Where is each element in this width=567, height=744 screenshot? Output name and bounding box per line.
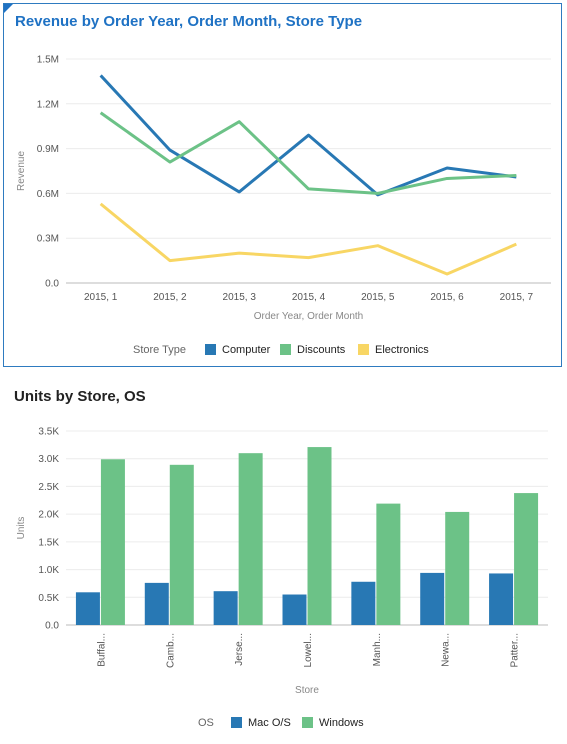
x-tick-label: Manh...	[372, 633, 383, 666]
y-tick-label: 2.0K	[38, 510, 59, 521]
bar-macos	[351, 581, 376, 625]
y-tick-label: 0.3M	[37, 234, 59, 245]
y-tick-label: 0.0	[45, 621, 59, 632]
legend-swatch	[302, 717, 313, 728]
x-tick-label: 2015, 3	[223, 292, 257, 303]
x-tick-label: Jerse...	[234, 633, 245, 666]
y-tick-label: 3.5K	[38, 427, 59, 438]
bar-macos	[75, 592, 100, 625]
y-axis-title: Units	[16, 517, 27, 540]
y-axis-title: Revenue	[16, 151, 27, 191]
y-tick-label: 0.9M	[37, 144, 59, 155]
legend-label: Electronics	[375, 344, 429, 356]
revenue-chart-title: Revenue by Order Year, Order Month, Stor…	[15, 13, 363, 30]
bar-windows	[376, 503, 401, 625]
legend-swatch	[280, 344, 291, 355]
series-line-discounts	[99, 111, 517, 195]
panel-corner-marker	[4, 4, 13, 13]
y-tick-label: 0.0	[45, 279, 59, 290]
x-tick-label: 2015, 5	[361, 292, 395, 303]
series-line-computer	[99, 74, 517, 197]
y-tick-label: 0.6M	[37, 189, 59, 200]
series-line-electronics	[99, 202, 517, 276]
x-tick-label: 2015, 2	[153, 292, 187, 303]
y-tick-label: 1.2M	[37, 99, 59, 110]
legend-swatch	[231, 717, 242, 728]
legend-title: Store Type	[133, 344, 186, 356]
legend-label: Discounts	[297, 344, 346, 356]
bar-windows	[445, 511, 470, 625]
bar-macos	[282, 594, 307, 625]
bar-windows	[100, 459, 125, 625]
y-tick-label: 2.5K	[38, 482, 59, 493]
y-tick-label: 1.5K	[38, 537, 59, 548]
x-tick-label: 2015, 4	[292, 292, 326, 303]
y-tick-label: 1.0K	[38, 565, 59, 576]
bar-macos	[489, 573, 514, 625]
bar-windows	[307, 447, 332, 625]
x-tick-label: 2015, 7	[500, 292, 534, 303]
x-tick-label: Patter...	[510, 633, 521, 667]
bar-windows	[238, 453, 263, 625]
legend-swatch	[205, 344, 216, 355]
legend-label: Computer	[222, 344, 271, 356]
revenue-chart-panel: Revenue by Order Year, Order Month, Stor…	[3, 3, 562, 367]
legend-label: Windows	[319, 717, 364, 729]
x-tick-label: Buffal...	[96, 633, 107, 667]
x-tick-label: Camb...	[165, 633, 176, 668]
bar-windows	[514, 493, 539, 625]
x-tick-label: 2015, 6	[430, 292, 464, 303]
y-tick-label: 0.5K	[38, 593, 59, 604]
y-tick-label: 3.0K	[38, 454, 59, 465]
x-tick-label: Newa...	[441, 633, 452, 667]
units-chart-title: Units by Store, OS	[14, 388, 146, 405]
bar-windows	[169, 464, 194, 625]
legend-title: OS	[198, 717, 214, 729]
x-axis-title: Order Year, Order Month	[254, 311, 364, 322]
x-tick-label: 2015, 1	[84, 292, 118, 303]
legend-swatch	[358, 344, 369, 355]
x-tick-label: Lowel...	[303, 633, 314, 667]
bar-macos	[213, 591, 238, 625]
bar-macos	[144, 582, 169, 625]
legend-label: Mac O/S	[248, 717, 291, 729]
bar-macos	[420, 572, 445, 625]
y-tick-label: 1.5M	[37, 55, 59, 66]
x-axis-title: Store	[295, 685, 319, 696]
